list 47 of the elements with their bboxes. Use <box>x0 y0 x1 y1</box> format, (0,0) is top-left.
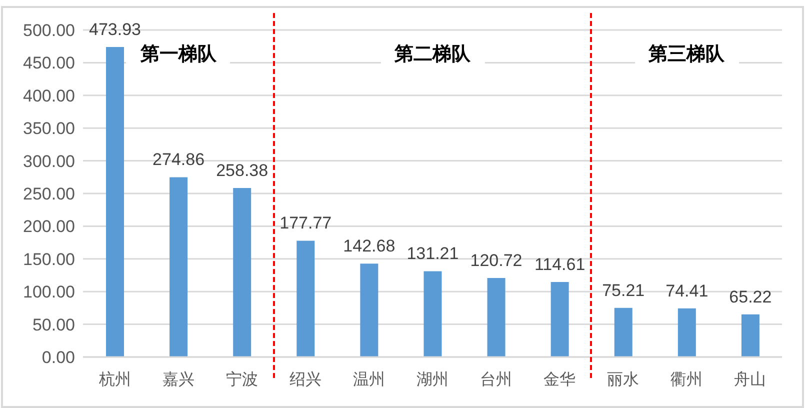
y-tick-label: 300.00 <box>23 152 75 171</box>
x-tick-label: 绍兴 <box>289 370 322 388</box>
x-tick-label: 丽水 <box>607 370 640 388</box>
x-tick-label: 温州 <box>352 370 385 388</box>
data-label: 177.77 <box>280 214 332 233</box>
annotation: 第一梯队 <box>126 38 230 70</box>
data-label: 274.86 <box>152 150 205 170</box>
data-label: 142.68 <box>343 236 396 256</box>
data-label: 258.38 <box>216 161 268 180</box>
y-tick-label: 250.00 <box>23 184 75 204</box>
y-tick-label: 450.00 <box>23 54 75 73</box>
bar <box>424 271 442 357</box>
bar <box>487 278 506 357</box>
bar <box>550 282 569 357</box>
y-tick-label: 50.00 <box>32 315 75 334</box>
y-tick-label: 200.00 <box>23 217 75 236</box>
bar <box>106 47 124 357</box>
data-label: 131.21 <box>406 244 459 264</box>
x-tick-label: 湖州 <box>416 370 448 388</box>
data-label: 473.93 <box>89 20 141 40</box>
bar <box>233 188 252 357</box>
data-label: 74.41 <box>666 281 708 300</box>
data-label: 75.21 <box>602 280 645 300</box>
x-tick-label: 金华 <box>544 370 576 388</box>
y-tick-label: 400.00 <box>23 86 75 106</box>
y-tick-label: 150.00 <box>23 250 75 269</box>
data-label: 114.61 <box>534 255 586 274</box>
x-tick-label: 舟山 <box>734 370 766 388</box>
y-tick-label: 350.00 <box>23 119 75 138</box>
data-label: 120.72 <box>470 251 522 270</box>
bar <box>170 177 188 357</box>
bar <box>678 308 696 357</box>
y-tick-label: 0.00 <box>42 348 75 368</box>
data-label: 65.22 <box>729 287 772 306</box>
y-tick-label: 500.00 <box>23 21 75 40</box>
bar <box>360 264 378 357</box>
bar <box>296 240 315 357</box>
annotation: 第三梯队 <box>634 38 739 70</box>
x-tick-label: 宁波 <box>226 370 258 388</box>
x-tick-label: 衢州 <box>670 370 703 388</box>
bar <box>741 314 760 357</box>
bar <box>614 308 632 357</box>
x-tick-label: 台州 <box>480 370 512 388</box>
x-tick-label: 嘉兴 <box>162 370 194 388</box>
annotation: 第二梯队 <box>380 38 484 70</box>
x-tick-label: 杭州 <box>98 370 131 388</box>
y-tick-label: 100.00 <box>23 282 75 302</box>
